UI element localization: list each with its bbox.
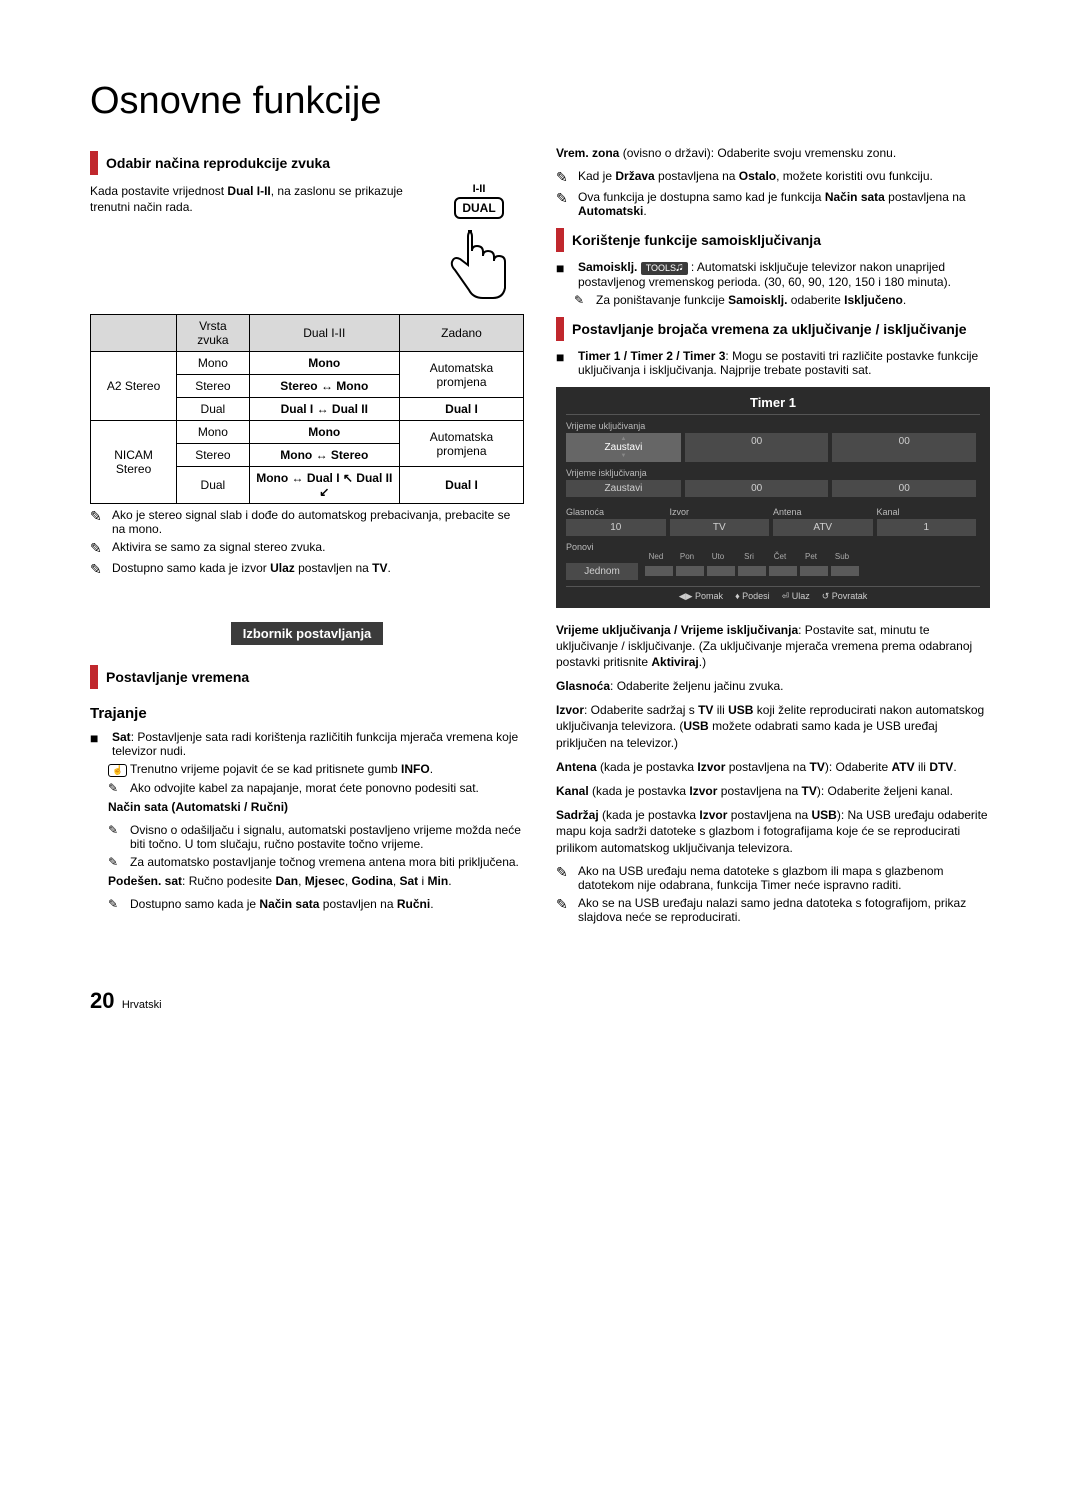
timer-on-state[interactable]: Zaustavi	[566, 433, 681, 462]
red-bar-icon	[556, 228, 564, 252]
timer-day-box[interactable]	[800, 566, 828, 576]
desc-channel: Kanal (kada je postavka Izvor postavljen…	[556, 783, 990, 799]
note-icon: ✎	[108, 781, 130, 795]
timer-day-box[interactable]	[676, 566, 704, 576]
timer-panel: Timer 1 Vrijeme uključivanja Zaustavi 00…	[556, 387, 990, 608]
two-column-layout: Odabir načina reprodukcije zvuka I-II DU…	[90, 141, 990, 928]
note-item: ✎ Ako na USB uređaju nema datoteke s gla…	[556, 864, 990, 892]
timer-day-box[interactable]	[707, 566, 735, 576]
red-bar-icon	[90, 151, 98, 175]
note-item: ✎ Za automatsko postavljanje točnog vrem…	[108, 855, 524, 869]
timer-on-row: Zaustavi 00 00	[566, 433, 980, 462]
note-icon: ✎	[108, 823, 130, 851]
note-icon: ✎	[90, 508, 112, 536]
timer-day-box[interactable]	[831, 566, 859, 576]
square-bullet-icon: ■	[556, 260, 578, 288]
page-title: Osnovne funkcije	[90, 80, 990, 123]
note-icon: ✎	[574, 293, 596, 307]
desc-source: Izvor: Odaberite sadržaj s TV ili USB ko…	[556, 702, 990, 751]
footer-move: ◀▶ Pomak	[679, 591, 723, 602]
timer-set-heading: Postavljanje brojača vremena za uključiv…	[556, 317, 990, 341]
timer-repeat[interactable]: Jednom	[566, 563, 638, 580]
mode-label: Način sata (Automatski / Ručni)	[108, 799, 524, 815]
note-item: ✎ Dostupno samo kada je izvor Ulaz posta…	[90, 561, 524, 578]
timer-off-state[interactable]: Zaustavi	[566, 480, 681, 497]
timer-repeat-row: Jednom	[566, 563, 980, 580]
timer-antenna[interactable]: ATV	[773, 519, 873, 536]
trajanje-heading: Trajanje	[90, 705, 524, 722]
sound-mode-heading: Odabir načina reprodukcije zvuka	[90, 151, 524, 175]
timer-day-box[interactable]	[769, 566, 797, 576]
tools-tag-icon: TOOLS🎜	[641, 262, 688, 275]
timer-day-box[interactable]	[738, 566, 766, 576]
timer-panel-title: Timer 1	[566, 395, 980, 415]
timer-on-hour[interactable]: 00	[685, 433, 829, 462]
timer-footer: ◀▶ Pomak ♦ Podesi ⏎ Ulaz ↺ Povratak	[566, 586, 980, 602]
timer-on-min[interactable]: 00	[832, 433, 976, 462]
timer-channel[interactable]: 1	[877, 519, 977, 536]
footer-adjust: ♦ Podesi	[735, 591, 770, 602]
bullet-item: ■ Sat: Postavljenje sata radi korištenja…	[90, 730, 524, 758]
footer-return: ↺ Povratak	[822, 591, 868, 602]
info-icon: ☝	[108, 762, 130, 777]
note-icon: ✎	[556, 864, 578, 892]
timer-volume[interactable]: 10	[566, 519, 666, 536]
info-note: ☝ Trenutno vrijeme pojavit će se kad pri…	[108, 762, 524, 777]
footer-enter: ⏎ Ulaz	[782, 591, 810, 602]
note-item: ✎ Za poništavanje funkcije Samoisklj. od…	[574, 293, 990, 307]
page-footer: 20 Hrvatski	[90, 988, 990, 1014]
note-item: ✎ Ako je stereo signal slab i dođe do au…	[90, 508, 524, 536]
time-set-heading: Postavljanje vremena	[90, 665, 524, 689]
language-label: Hrvatski	[122, 999, 162, 1011]
desc-antenna: Antena (kada je postavka Izvor postavlje…	[556, 759, 990, 775]
desc-content: Sadržaj (kada je postavka Izvor postavlj…	[556, 807, 990, 856]
note-icon: ✎	[90, 540, 112, 557]
note-icon: ✎	[556, 896, 578, 924]
timer-off-hour[interactable]: 00	[685, 480, 829, 497]
timer-day-box[interactable]	[645, 566, 673, 576]
timer-off-min[interactable]: 00	[832, 480, 976, 497]
note-icon: ✎	[556, 169, 578, 186]
red-bar-icon	[556, 317, 564, 341]
right-column: Vrem. zona (ovisno o državi): Odaberite …	[556, 141, 990, 928]
note-icon: ✎	[108, 897, 130, 911]
bullet-item: ■ Timer 1 / Timer 2 / Timer 3: Mogu se p…	[556, 349, 990, 377]
setup-menu-box: Izbornik postavljanja	[231, 622, 384, 645]
note-item: ✎ Kad je Država postavljena na Ostalo, m…	[556, 169, 990, 186]
note-icon: ✎	[556, 190, 578, 218]
square-bullet-icon: ■	[556, 349, 578, 377]
note-item: ✎ Dostupno samo kada je Način sata posta…	[108, 897, 524, 911]
sound-mode-table: Vrsta zvuka Dual I-II Zadano A2 Stereo M…	[90, 314, 524, 504]
desc-on-off: Vrijeme uključivanja / Vrijeme isključiv…	[556, 622, 990, 671]
red-bar-icon	[90, 665, 98, 689]
note-item: ✎ Ova funkcija je dostupna samo kad je f…	[556, 190, 990, 218]
vrem-zona: Vrem. zona (ovisno o državi): Odaberite …	[556, 145, 990, 161]
note-item: ✎ Ovisno o odašiljaču i signalu, automat…	[108, 823, 524, 851]
timer-source[interactable]: TV	[670, 519, 770, 536]
timer-settings-row: 10 TV ATV 1	[566, 519, 980, 536]
note-item: ✎ Aktivira se samo za signal stereo zvuk…	[90, 540, 524, 557]
podesen-sat: Podešen. sat: Ručno podesite Dan, Mjesec…	[108, 873, 524, 889]
timer-off-row: Zaustavi 00 00	[566, 480, 980, 497]
note-item: ✎ Ako odvojite kabel za napajanje, morat…	[108, 781, 524, 795]
sleep-heading: Korištenje funkcije samoisključivanja	[556, 228, 990, 252]
note-icon: ✎	[108, 855, 130, 869]
square-bullet-icon: ■	[90, 730, 112, 758]
left-column: Odabir načina reprodukcije zvuka I-II DU…	[90, 141, 524, 928]
desc-volume: Glasnoća: Odaberite željenu jačinu zvuka…	[556, 678, 990, 694]
hand-icon	[444, 221, 514, 311]
note-icon: ✎	[90, 561, 112, 578]
timer-day-labels: Ned Pon Uto Sri Čet Pet Sub	[642, 552, 980, 561]
page-number: 20	[90, 988, 114, 1013]
note-item: ✎ Ako se na USB uređaju nalazi samo jedn…	[556, 896, 990, 924]
dual-button-illustration: I-II DUAL	[434, 183, 524, 314]
bullet-item: ■ Samoisklj. TOOLS🎜 : Automatski isključ…	[556, 260, 990, 288]
